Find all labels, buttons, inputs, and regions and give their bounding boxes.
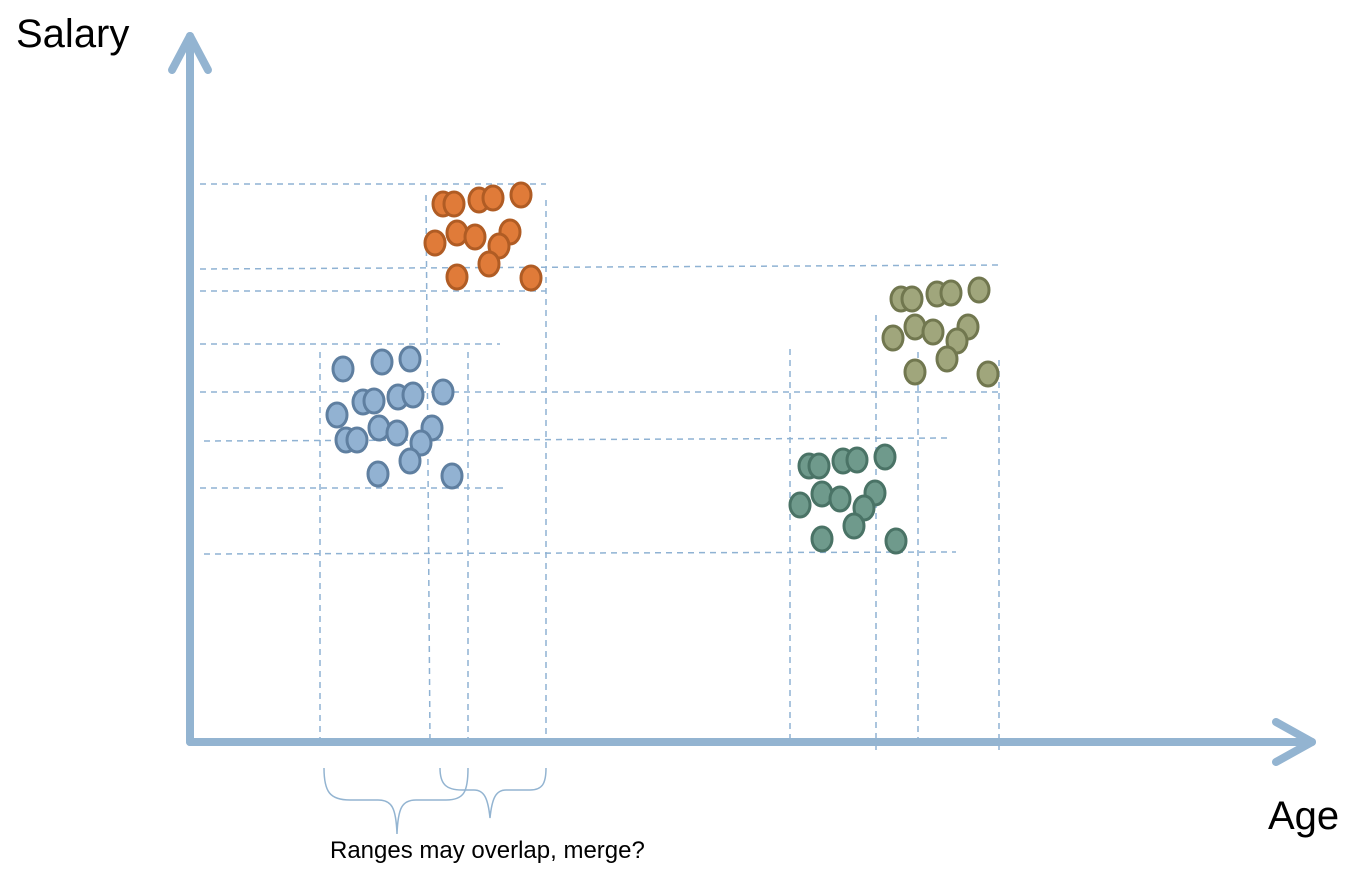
y-axis-arrowhead	[168, 32, 212, 74]
orange-cluster	[423, 181, 543, 292]
y-axis-label: Salary	[16, 12, 130, 56]
range-guides	[199, 183, 1001, 750]
teal-cluster	[788, 443, 908, 555]
blue-data-point	[401, 381, 425, 409]
blue-cluster	[325, 345, 464, 490]
data-points	[325, 181, 1000, 555]
blue-data-point	[398, 447, 422, 475]
olive-data-point	[881, 324, 905, 352]
orange-data-point	[519, 264, 543, 292]
teal-data-point	[810, 525, 834, 553]
blue-data-point	[325, 401, 349, 429]
blue-data-point	[345, 426, 369, 454]
olive-data-point	[903, 358, 927, 386]
blue-data-point	[331, 355, 355, 383]
blue-data-point	[398, 345, 422, 373]
blue-data-point	[370, 348, 394, 376]
orange-data-point	[477, 250, 501, 278]
right-range-brace	[439, 767, 547, 819]
blue-data-point	[440, 462, 464, 490]
orange-data-point	[509, 181, 533, 209]
olive-data-point	[976, 360, 1000, 388]
olive-data-point	[939, 279, 963, 307]
range-braces	[323, 767, 547, 835]
blue-data-point	[385, 419, 409, 447]
left-range-brace	[323, 767, 469, 835]
teal-data-point	[873, 443, 897, 471]
blue-data-point	[362, 387, 386, 415]
teal-data-point	[788, 491, 812, 519]
orange-data-point	[442, 190, 466, 218]
olive-data-point	[900, 285, 924, 313]
blue-data-point	[366, 460, 390, 488]
x-axis-label: Age	[1268, 794, 1340, 838]
teal-data-point	[842, 512, 866, 540]
range-guide-line	[199, 264, 1001, 270]
teal-data-point	[845, 446, 869, 474]
orange-data-point	[445, 263, 469, 291]
overlap-caption: Ranges may overlap, merge?	[330, 837, 645, 864]
orange-data-point	[463, 223, 487, 251]
blue-data-point	[431, 378, 455, 406]
teal-data-point	[828, 485, 852, 513]
teal-data-point	[807, 452, 831, 480]
olive-data-point	[935, 345, 959, 373]
orange-data-point	[481, 184, 505, 212]
olive-cluster	[881, 276, 1000, 388]
x-axis-arrowhead	[1272, 718, 1316, 766]
olive-data-point	[967, 276, 991, 304]
range-guide-line	[425, 194, 431, 743]
orange-data-point	[423, 229, 447, 257]
range-guide-line	[203, 437, 951, 442]
teal-data-point	[884, 527, 908, 555]
blue-data-point	[409, 429, 433, 457]
range-guide-line	[203, 551, 957, 555]
olive-data-point	[921, 318, 945, 346]
axes	[168, 32, 1316, 766]
